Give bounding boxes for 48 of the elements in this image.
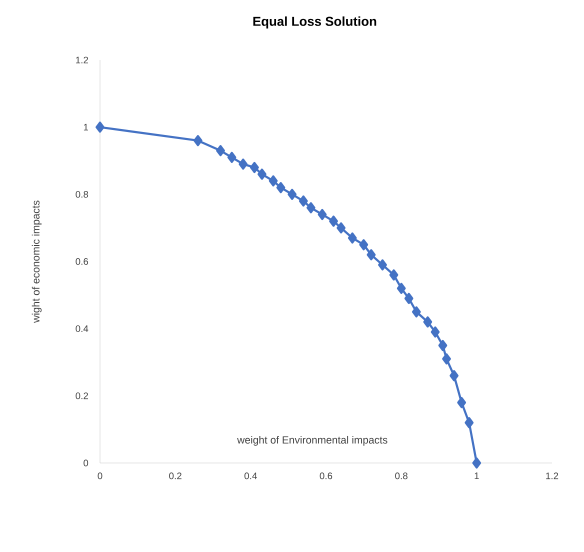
x-tick-label: 0.6: [320, 472, 332, 480]
point: [430, 326, 440, 338]
x-tick-label: 0.8: [395, 472, 408, 480]
point: [450, 370, 459, 382]
x-tick-label: 0.2: [169, 472, 182, 480]
y-tick-label: 0.6: [76, 258, 88, 265]
y-tick-label: 0: [84, 460, 88, 466]
point: [276, 182, 286, 194]
point: [472, 457, 482, 469]
point: [412, 306, 421, 318]
y-tick-label: 0.8: [76, 190, 88, 198]
y-tick-label: 0.2: [76, 392, 88, 400]
point: [288, 188, 297, 200]
x-tick-label: 1: [474, 472, 479, 480]
x-tick-label: 0.4: [244, 472, 257, 480]
point: [348, 232, 357, 244]
point: [96, 122, 104, 133]
point: [193, 135, 202, 146]
point: [329, 216, 338, 227]
point: [389, 269, 398, 281]
point: [423, 316, 432, 328]
point: [258, 168, 266, 180]
point: [359, 239, 368, 250]
x-tick-label: 1.2: [546, 472, 558, 480]
point: [216, 145, 225, 156]
y-tick-label: 1.2: [76, 56, 88, 64]
y-axis-title: wight of economic impacts: [32, 200, 42, 323]
point: [250, 162, 259, 174]
point: [396, 282, 406, 294]
point: [298, 195, 308, 207]
x-axis-title: weight of Environmental impacts: [237, 436, 388, 446]
y-tick-label: 1: [84, 124, 88, 130]
point: [457, 396, 466, 408]
point: [318, 208, 327, 220]
point: [378, 259, 387, 270]
point: [238, 158, 248, 170]
point: [336, 222, 346, 234]
point: [464, 417, 474, 428]
point: [442, 353, 451, 364]
x-tick-label: 0: [98, 472, 102, 480]
chart-title: Equal Loss Solution: [253, 16, 376, 28]
point: [268, 175, 278, 186]
y-tick-label: 0.4: [76, 325, 88, 332]
point: [404, 292, 414, 304]
point: [366, 249, 376, 260]
point: [227, 152, 236, 163]
point: [306, 202, 316, 214]
point: [438, 340, 448, 352]
